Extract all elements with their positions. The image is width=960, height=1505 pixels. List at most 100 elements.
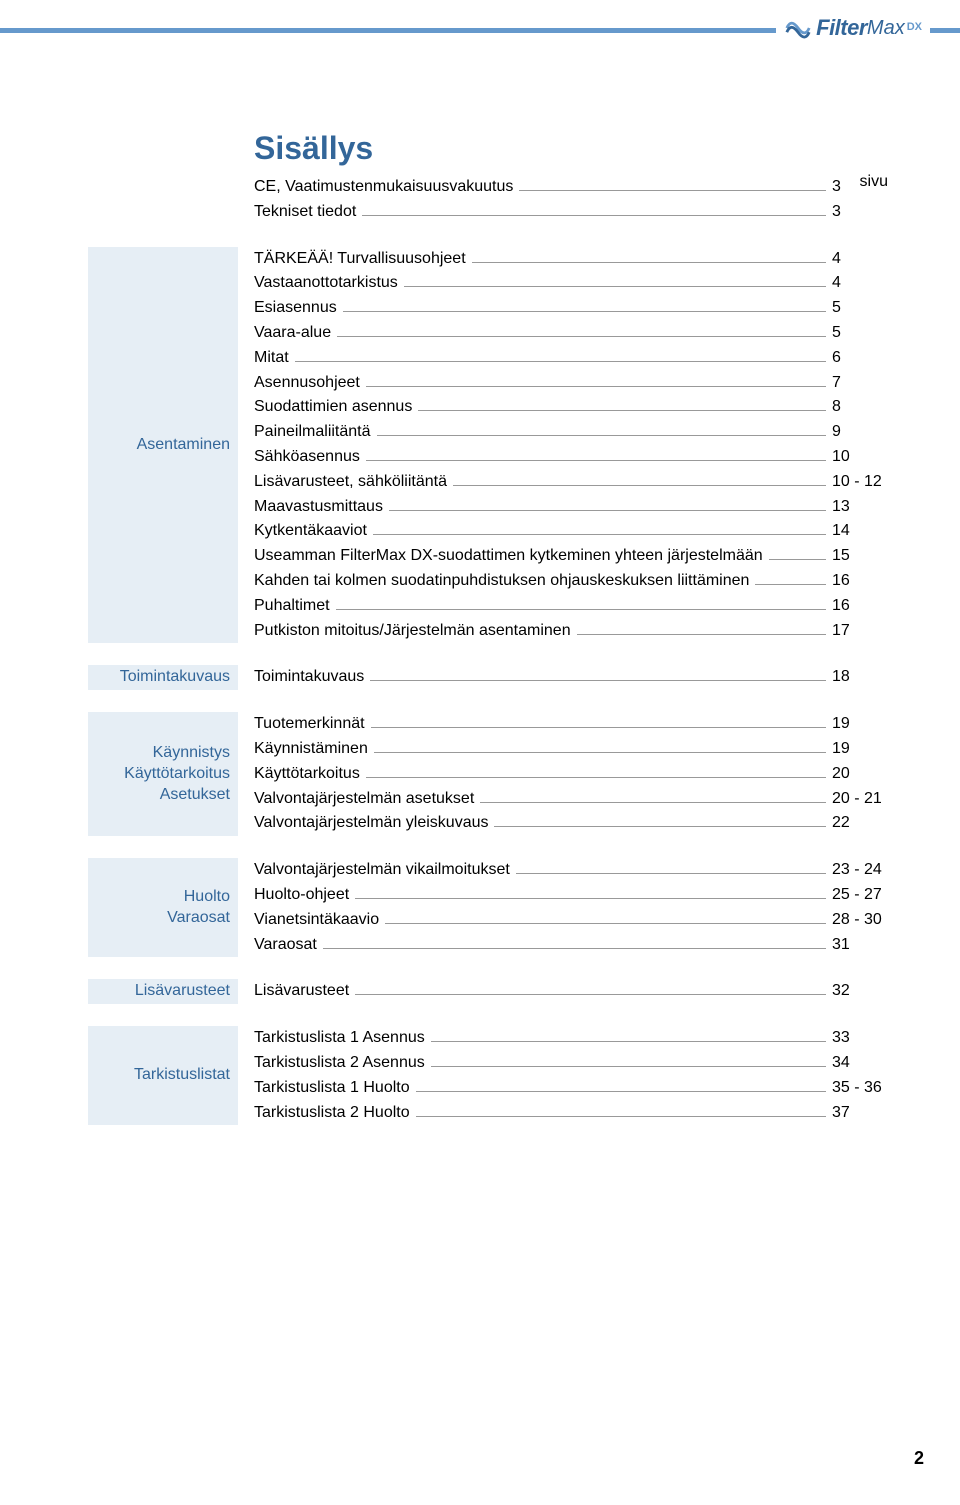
toc-entry-page: 10 - 12 — [832, 470, 888, 495]
toc-entry-page: 28 - 30 — [832, 908, 888, 933]
toc-line: Tarkistuslista 2 Huolto37 — [254, 1101, 888, 1126]
toc-lines: Toimintakuvaus18 — [254, 665, 888, 690]
toc-entry-label: Kytkentäkaaviot — [254, 519, 367, 544]
toc-line: Tekniset tiedot 3 — [254, 200, 888, 225]
toc-line: TÄRKEÄÄ! Turvallisuusohjeet 4 — [254, 247, 888, 272]
toc-line: Tuotemerkinnät19 — [254, 712, 888, 737]
toc-leader — [494, 826, 826, 827]
toc-leader — [418, 410, 826, 411]
toc-entry-label: Vianetsintäkaavio — [254, 908, 379, 933]
side-label-text: Lisävarusteet — [135, 981, 230, 1002]
toc-sections: CE, Vaatimustenmukaisuusvakuutus3Teknise… — [88, 175, 888, 1125]
toc-entry-label: Varaosat — [254, 933, 317, 958]
toc-line: Valvontajärjestelmän yleiskuvaus 22 — [254, 811, 888, 836]
section-side-label: Toimintakuvaus — [88, 665, 238, 690]
logo-brand-bold: Filter — [816, 15, 867, 41]
toc-entry-label: Valvontajärjestelmän asetukset — [254, 787, 474, 812]
toc-entry-label: Sähköasennus — [254, 445, 360, 470]
toc-line: Useamman FilterMax DX-suodattimen kytkem… — [254, 544, 888, 569]
toc-leader — [366, 777, 826, 778]
side-label-text: Huolto — [184, 887, 230, 908]
toc-entry-label: Esiasennus — [254, 296, 337, 321]
toc-entry-label: Tuotemerkinnät — [254, 712, 365, 737]
logo: FilterMax DX — [776, 6, 930, 50]
toc-line: Käyttötarkoitus 20 — [254, 762, 888, 787]
toc-line: Putkiston mitoitus/Järjestelmän asentami… — [254, 619, 888, 644]
page-column-header: sivu — [860, 173, 888, 191]
toc-lines: Valvontajärjestelmän vikailmoitukset 23 -… — [254, 858, 888, 957]
section-side-label: Tarkistuslistat — [88, 1026, 238, 1125]
toc-entry-page: 20 - 21 — [832, 787, 888, 812]
toc-entry-page: 16 — [832, 569, 888, 594]
toc-leader — [385, 923, 826, 924]
section-side-label: Asentaminen — [88, 247, 238, 644]
toc-leader — [366, 386, 826, 387]
toc-section: Lisävarusteet Lisävarusteet 32 — [88, 979, 888, 1004]
toc-leader — [355, 898, 826, 899]
side-label-text: Toimintakuvaus — [120, 667, 230, 688]
toc-entry-page: 16 — [832, 594, 888, 619]
toc-line: Paineilmaliitäntä9 — [254, 420, 888, 445]
toc-leader — [371, 727, 826, 728]
toc-entry-page: 3 — [832, 200, 888, 225]
toc-entry-label: Käyttötarkoitus — [254, 762, 360, 787]
toc-line: Valvontajärjestelmän vikailmoitukset 23 -… — [254, 858, 888, 883]
toc-leader — [516, 873, 826, 874]
toc-entry-label: Tarkistuslista 2 Asennus — [254, 1051, 425, 1076]
toc-line: Esiasennus5 — [254, 296, 888, 321]
toc-entry-page: 22 — [832, 811, 888, 836]
toc-line: Käynnistäminen19 — [254, 737, 888, 762]
toc-section: Toimintakuvaus Toimintakuvaus18 — [88, 665, 888, 690]
toc-entry-page: 23 - 24 — [832, 858, 888, 883]
toc-leader — [370, 680, 826, 681]
toc-line: Tarkistuslista 1 Asennus33 — [254, 1026, 888, 1051]
toc-line: Vastaanottotarkistus4 — [254, 271, 888, 296]
toc-line: Valvontajärjestelmän asetukset 20 - 21 — [254, 787, 888, 812]
side-label-text: Käynnistys — [153, 743, 230, 764]
page-number: 2 — [914, 1448, 924, 1469]
toc-entry-page: 32 — [832, 979, 888, 1004]
toc-section: CE, Vaatimustenmukaisuusvakuutus3Teknise… — [88, 175, 888, 225]
toc-entry-label: Paineilmaliitäntä — [254, 420, 371, 445]
toc-entry-label: Vastaanottotarkistus — [254, 271, 398, 296]
toc-entry-page: 4 — [832, 247, 888, 272]
toc-section: HuoltoVaraosatValvontajärjestelmän vikai… — [88, 858, 888, 957]
toc-line: Suodattimien asennus8 — [254, 395, 888, 420]
toc-line: Tarkistuslista 2 Asennus 34 — [254, 1051, 888, 1076]
toc-entry-page: 35 - 36 — [832, 1076, 888, 1101]
toc-entry-label: Puhaltimet — [254, 594, 330, 619]
toc-leader — [389, 510, 826, 511]
toc-entry-label: Huolto-ohjeet — [254, 883, 349, 908]
toc-leader — [431, 1066, 826, 1067]
toc-lines: CE, Vaatimustenmukaisuusvakuutus3Teknise… — [254, 175, 888, 225]
toc-lines: TÄRKEÄÄ! Turvallisuusohjeet4Vastaanottot… — [254, 247, 888, 644]
toc-leader — [295, 361, 826, 362]
toc-leader — [362, 215, 826, 216]
toc-entry-page: 34 — [832, 1051, 888, 1076]
side-label-text: Varaosat — [167, 908, 230, 929]
toc-leader — [323, 948, 826, 949]
section-side-label: Lisävarusteet — [88, 979, 238, 1004]
toc-line: Sähköasennus10 — [254, 445, 888, 470]
toc-entry-label: Lisävarusteet — [254, 979, 349, 1004]
toc-entry-label: Maavastusmittaus — [254, 495, 383, 520]
toc-entry-page: 15 — [832, 544, 888, 569]
toc-entry-label: TÄRKEÄÄ! Turvallisuusohjeet — [254, 247, 466, 272]
toc-entry-label: Tekniset tiedot — [254, 200, 356, 225]
toc-leader — [343, 311, 826, 312]
side-label-text: Asentaminen — [137, 435, 230, 456]
toc-leader — [336, 609, 826, 610]
toc-entry-label: CE, Vaatimustenmukaisuusvakuutus — [254, 175, 513, 200]
toc-section: AsentaminenTÄRKEÄÄ! Turvallisuusohjeet4V… — [88, 247, 888, 644]
toc-line: Lisävarusteet, sähköliitäntä10 - 12 — [254, 470, 888, 495]
wave-icon — [784, 14, 812, 42]
toc-entry-label: Mitat — [254, 346, 289, 371]
toc-entry-label: Valvontajärjestelmän yleiskuvaus — [254, 811, 488, 836]
logo-brand-light: Max — [867, 17, 905, 40]
toc-lines: Lisävarusteet 32 — [254, 979, 888, 1004]
toc-entry-page: 20 — [832, 762, 888, 787]
toc-entry-label: Tarkistuslista 1 Huolto — [254, 1076, 410, 1101]
toc-line: Lisävarusteet 32 — [254, 979, 888, 1004]
toc-entry-label: Valvontajärjestelmän vikailmoitukset — [254, 858, 510, 883]
toc-line: Vianetsintäkaavio 28 - 30 — [254, 908, 888, 933]
